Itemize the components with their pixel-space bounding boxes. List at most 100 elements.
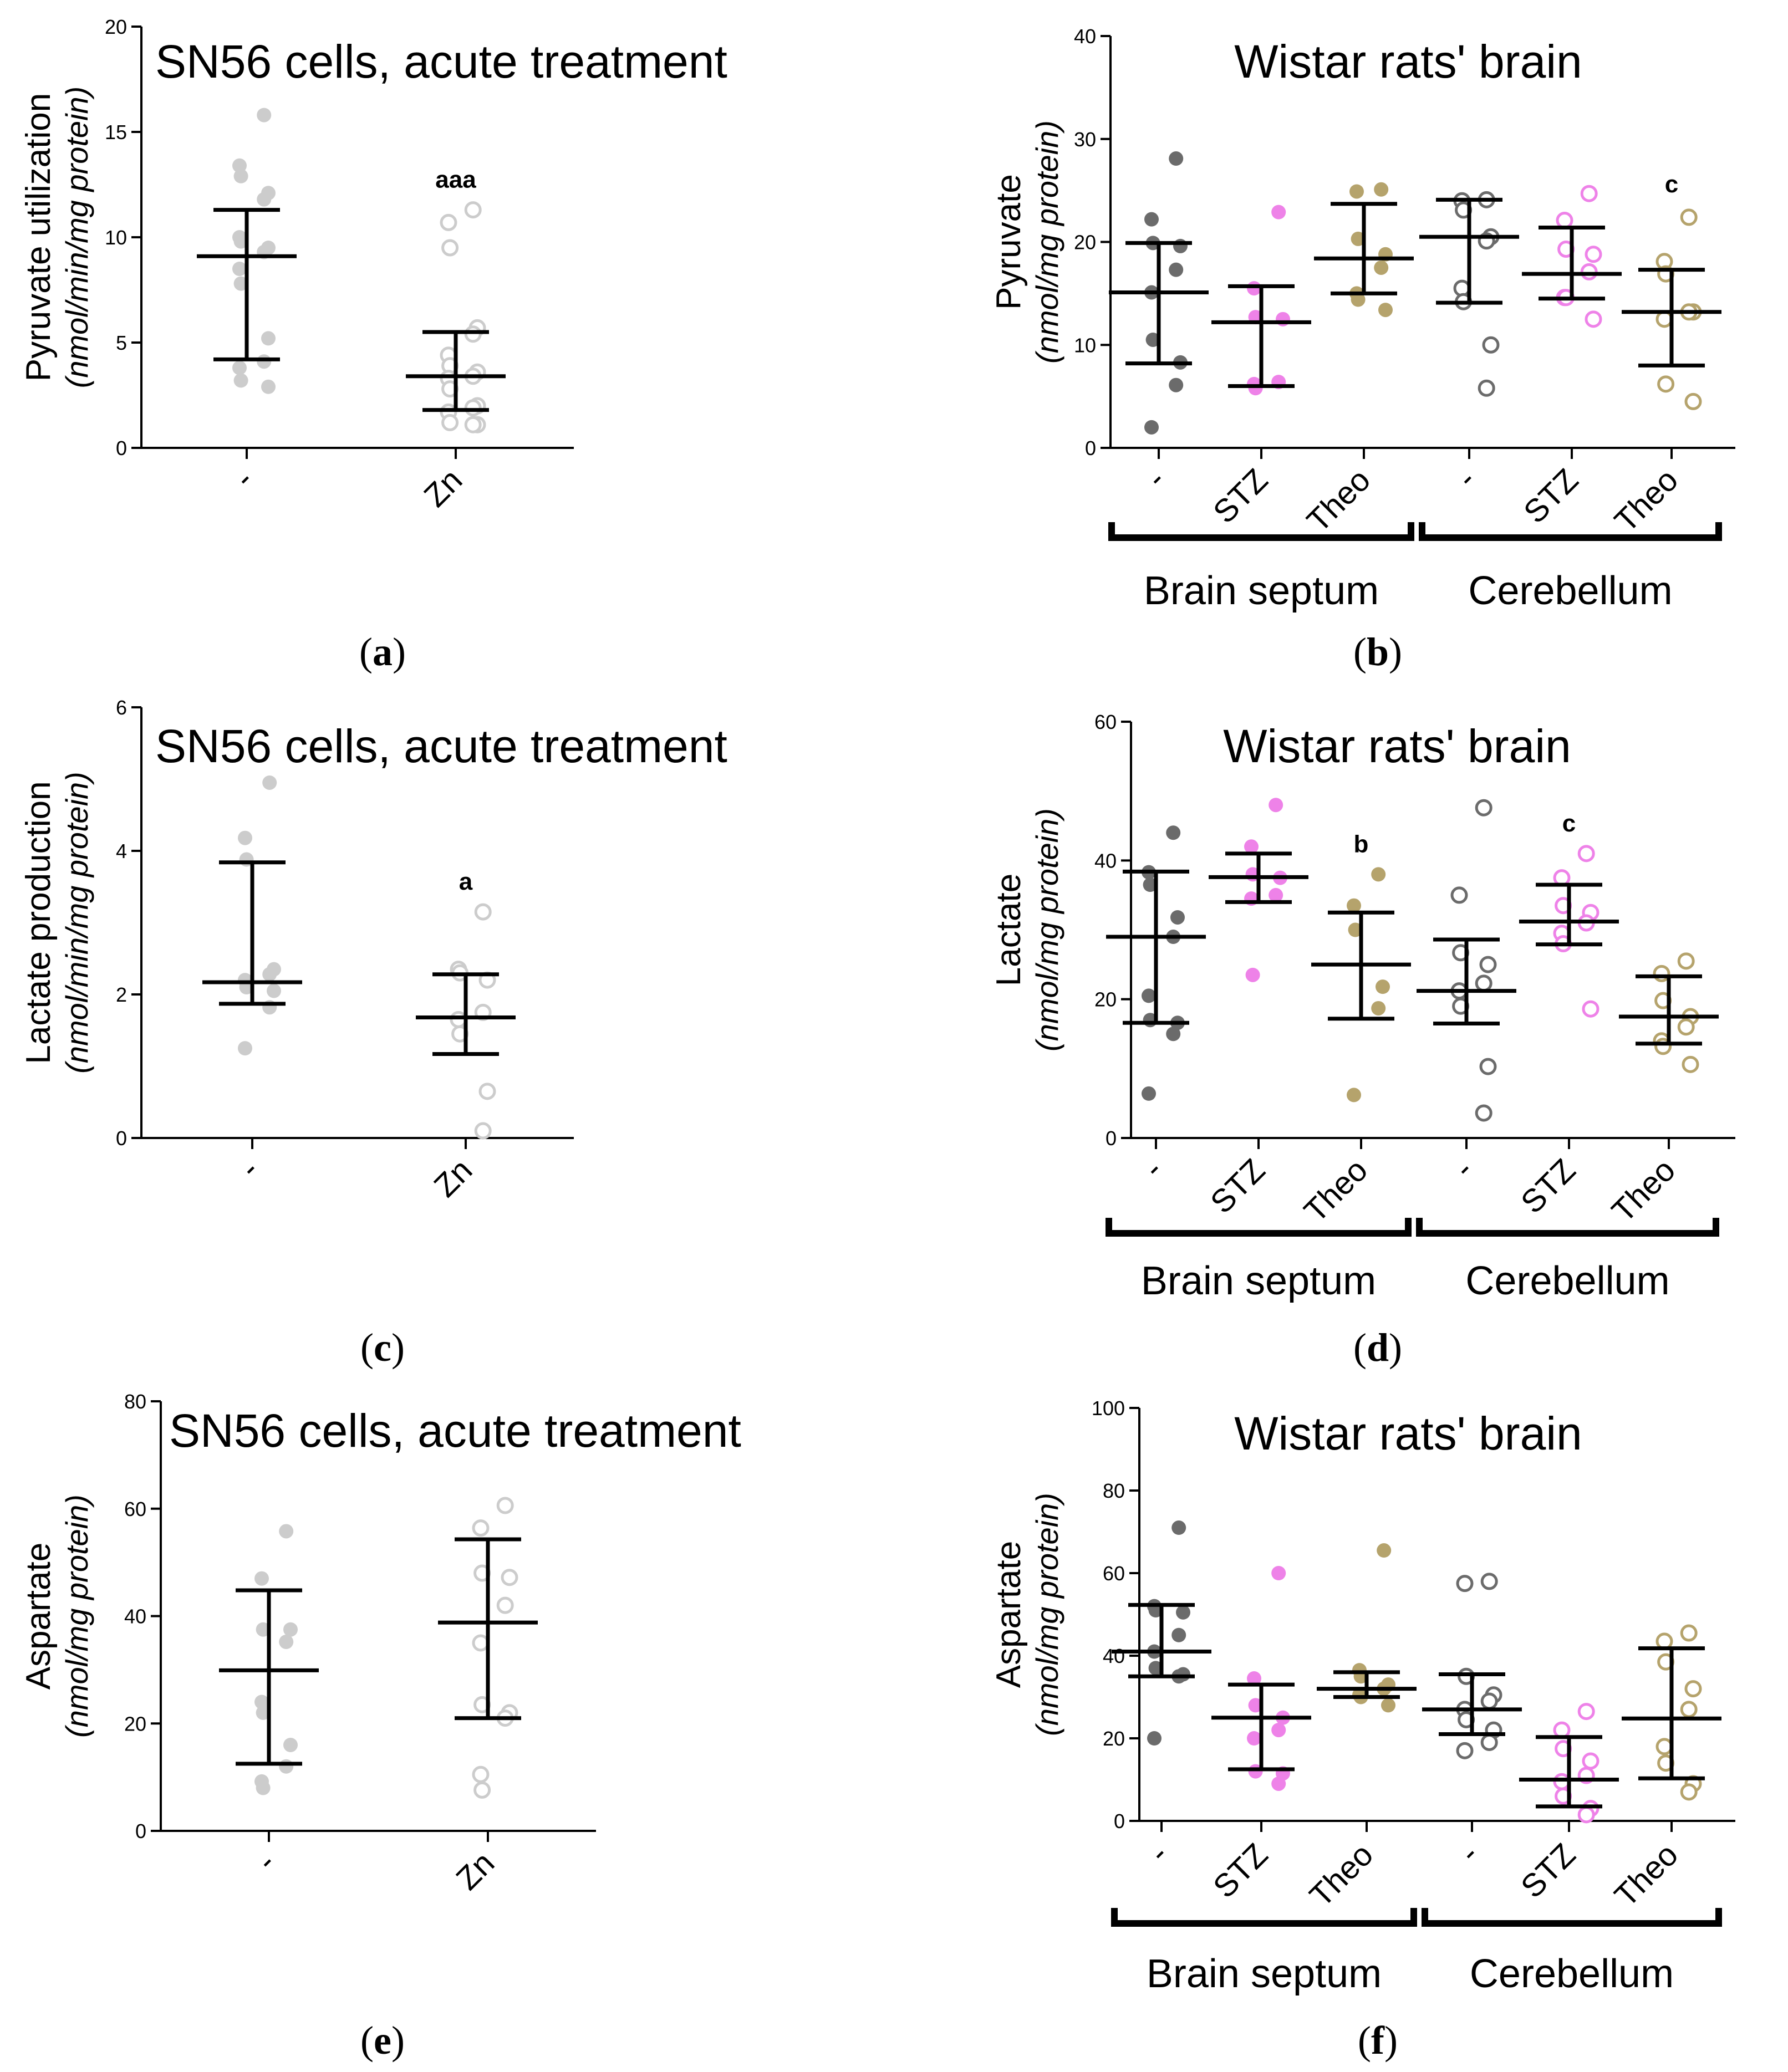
category-label: -	[1450, 462, 1483, 495]
y-tick-label: 40	[1074, 25, 1096, 48]
data-point	[1166, 1027, 1181, 1042]
series-1: a	[416, 868, 516, 1140]
y-tick-label: 0	[116, 437, 127, 460]
data-point	[257, 192, 272, 207]
panel-label: (e)	[360, 2018, 405, 2063]
y-tick-label: 60	[124, 1498, 146, 1520]
category-label: Theo	[1303, 1836, 1380, 1913]
y-tick-label: 10	[105, 226, 127, 249]
y-tick-label: 80	[124, 1390, 146, 1413]
data-point	[1475, 799, 1492, 816]
data-point	[1269, 887, 1283, 902]
data-point	[262, 775, 277, 790]
significance-label: aaa	[435, 166, 476, 193]
category-label: -	[1447, 1152, 1480, 1185]
y-tick-label: 4	[116, 840, 127, 863]
group-bracket	[1108, 522, 1414, 541]
data-point	[1371, 867, 1386, 882]
data-point	[1577, 1703, 1595, 1721]
y-axis-label: Pyruvate	[990, 174, 1028, 310]
data-point	[1553, 1773, 1571, 1790]
group-label: Cerebellum	[1468, 569, 1672, 613]
panel-label: (f)	[1358, 2018, 1398, 2063]
data-point	[1148, 1661, 1163, 1676]
series-0	[1112, 1520, 1211, 1746]
significance-label: c	[1665, 171, 1678, 198]
data-point	[1247, 1671, 1261, 1686]
chart-panel-f: 0 20 40 60 80 100 Aspartate (nmol/mg protein) Wi…	[990, 1397, 1735, 2063]
data-point	[1271, 205, 1286, 220]
data-point	[238, 830, 252, 845]
category-label: Zn	[449, 1845, 501, 1897]
data-point	[279, 1759, 294, 1774]
series-3	[1422, 1573, 1522, 1759]
y-tick-label: 20	[1074, 231, 1096, 254]
data-point	[1276, 312, 1290, 326]
data-point	[1145, 332, 1160, 347]
y-tick-label: 0	[116, 1127, 127, 1150]
category-label: STZ	[1206, 1836, 1275, 1905]
data-point	[1556, 211, 1573, 229]
chart-title: SN56 cells, acute treatment	[169, 1405, 741, 1457]
chart-panel-b: 0 10 20 30 40 Pyruvate (nmol/mg protein) Wistar…	[990, 25, 1735, 674]
y-tick-label: 0	[1085, 437, 1096, 460]
chart-panel-e: 0 20 40 60 80 Aspartate (nmol/mg protein) SN56 …	[19, 1390, 741, 2063]
data-point	[1475, 1104, 1492, 1122]
data-point	[1348, 922, 1363, 937]
category-label: Zn	[427, 1152, 479, 1204]
data-point	[1169, 151, 1184, 166]
y-tick-label: 20	[1094, 988, 1117, 1011]
panel-label: (c)	[360, 1325, 405, 1370]
group-label: Brain septum	[1144, 569, 1379, 613]
data-point	[1580, 185, 1598, 202]
data-point	[1349, 184, 1364, 199]
series-3	[1419, 191, 1519, 397]
data-point	[233, 373, 248, 388]
series-2	[1314, 182, 1414, 318]
y-axis-label: Lactate production	[19, 781, 58, 1064]
data-point	[1580, 263, 1598, 280]
data-point	[238, 1041, 252, 1056]
group-label: Brain septum	[1141, 1259, 1376, 1303]
data-point	[1381, 1698, 1395, 1713]
data-point	[257, 354, 272, 369]
category-label: Theo	[1608, 462, 1685, 539]
data-point	[1271, 1566, 1286, 1580]
series-5	[1619, 952, 1719, 1073]
data-point	[1247, 281, 1261, 296]
data-point	[279, 1524, 294, 1539]
y-tick-label: 60	[1094, 711, 1117, 733]
category-label: Theo	[1297, 1152, 1374, 1229]
data-point	[1456, 1575, 1474, 1593]
category-label: STZ	[1517, 462, 1585, 530]
data-point	[1677, 1018, 1695, 1036]
y-tick-label: 20	[1103, 1727, 1125, 1750]
data-point	[267, 983, 281, 998]
data-point	[464, 325, 482, 343]
chart-panel-c: 0 2 4 6 Lactate production (nmol/min/mg prote…	[19, 696, 727, 1370]
y-axis-unit: (nmol/mg protein)	[1030, 808, 1064, 1052]
data-point	[261, 331, 276, 346]
data-point	[1351, 231, 1366, 246]
series-2: b	[1311, 830, 1411, 1103]
data-point	[1655, 310, 1673, 328]
series-1	[1211, 1566, 1311, 1791]
group-bracket	[1111, 1908, 1417, 1927]
data-point	[1684, 1680, 1702, 1698]
data-point	[256, 1780, 271, 1795]
data-point	[1347, 898, 1361, 913]
data-point	[233, 276, 248, 291]
y-tick-label: 40	[1094, 849, 1117, 872]
data-point	[474, 903, 492, 921]
data-point	[232, 360, 247, 375]
y-tick-label: 2	[116, 983, 127, 1006]
data-point	[256, 1622, 271, 1637]
y-tick-label: 30	[1074, 128, 1096, 151]
y-tick-label: 0	[1106, 1127, 1117, 1150]
data-point	[1582, 1752, 1599, 1770]
category-label: -	[1137, 1152, 1170, 1185]
chart-title: SN56 cells, acute treatment	[155, 35, 727, 88]
chart-title: Wistar rats' brain	[1234, 35, 1582, 88]
group-label: Brain septum	[1147, 1952, 1382, 1996]
